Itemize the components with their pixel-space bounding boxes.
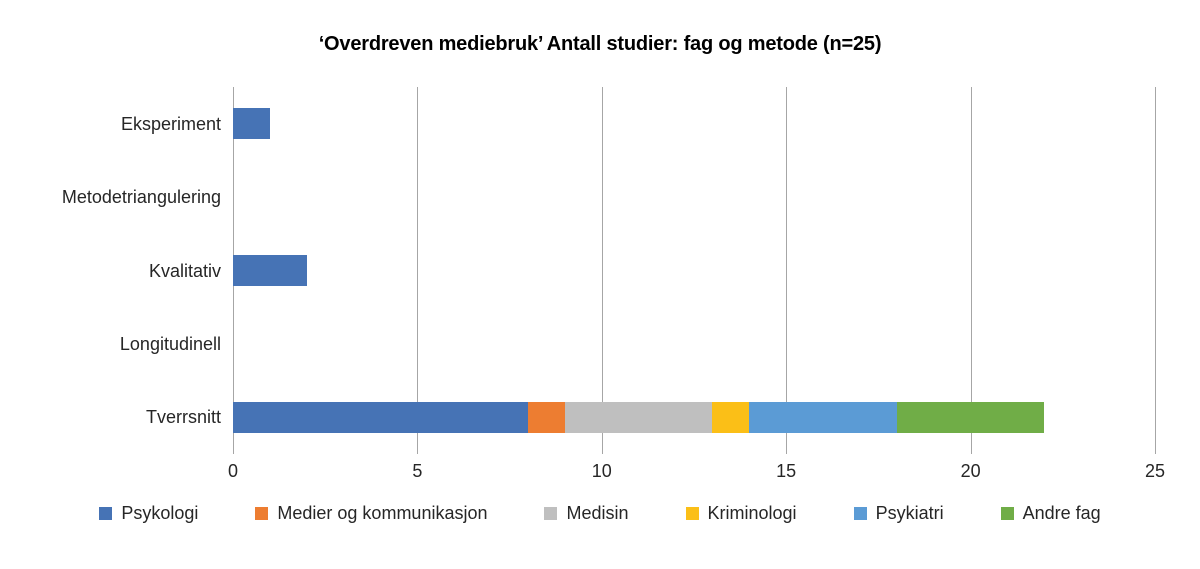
bar-segment bbox=[233, 108, 270, 140]
legend-item: Kriminologi bbox=[685, 503, 797, 524]
gridline bbox=[1155, 87, 1156, 454]
legend-item: Psykiatri bbox=[853, 503, 944, 524]
legend-item: Medisin bbox=[544, 503, 629, 524]
bar-segment bbox=[233, 401, 529, 433]
legend-swatch-icon bbox=[1000, 507, 1014, 520]
bar-segment bbox=[896, 401, 1045, 433]
legend-swatch-icon bbox=[853, 507, 867, 520]
x-tick-label: 15 bbox=[776, 461, 797, 481]
bar-segment bbox=[564, 401, 713, 433]
legend-label: Medisin bbox=[566, 503, 629, 523]
legend-label: Medier og kommunikasjon bbox=[277, 503, 488, 523]
gridline bbox=[971, 87, 972, 454]
x-tick-label: 20 bbox=[960, 461, 981, 481]
category-label: Kvalitativ bbox=[148, 260, 221, 281]
legend-label: Kriminologi bbox=[707, 503, 797, 523]
legend-swatch-icon bbox=[685, 507, 699, 520]
category-label: Tverrsnitt bbox=[145, 407, 221, 428]
x-tick-label: 0 bbox=[227, 461, 238, 481]
x-tick-label: 10 bbox=[591, 461, 612, 481]
category-label: Eksperiment bbox=[120, 113, 221, 134]
category-label: Metodetriangulering bbox=[61, 187, 221, 208]
x-tick-label: 5 bbox=[412, 461, 423, 481]
legend-swatch-icon bbox=[544, 507, 558, 520]
gridline bbox=[602, 87, 603, 454]
legend-swatch-icon bbox=[99, 507, 113, 520]
chart-title: ‘Overdreven mediebruk’ Antall studier: f… bbox=[318, 33, 882, 55]
bar-segment bbox=[233, 255, 307, 286]
legend-item: Medier og kommunikasjon bbox=[255, 503, 487, 524]
bar-segment bbox=[712, 401, 750, 433]
bar-segment bbox=[749, 401, 897, 433]
legend-swatch-icon bbox=[255, 507, 269, 520]
legend: Psykologi Medier og kommunikasjon Medisin K… bbox=[0, 503, 1200, 524]
legend-label: Psykiatri bbox=[875, 503, 944, 523]
bar-segment bbox=[528, 401, 565, 433]
category-label: Longitudinell bbox=[119, 333, 221, 354]
legend-item: Andre fag bbox=[1000, 503, 1101, 524]
legend-label: Andre fag bbox=[1022, 503, 1101, 523]
gridline bbox=[786, 87, 787, 454]
legend-item: Psykologi bbox=[99, 503, 198, 524]
plot-area bbox=[233, 87, 1156, 454]
legend-label: Psykologi bbox=[121, 503, 199, 523]
x-tick-label: 25 bbox=[1144, 461, 1166, 481]
gridline bbox=[417, 87, 418, 454]
